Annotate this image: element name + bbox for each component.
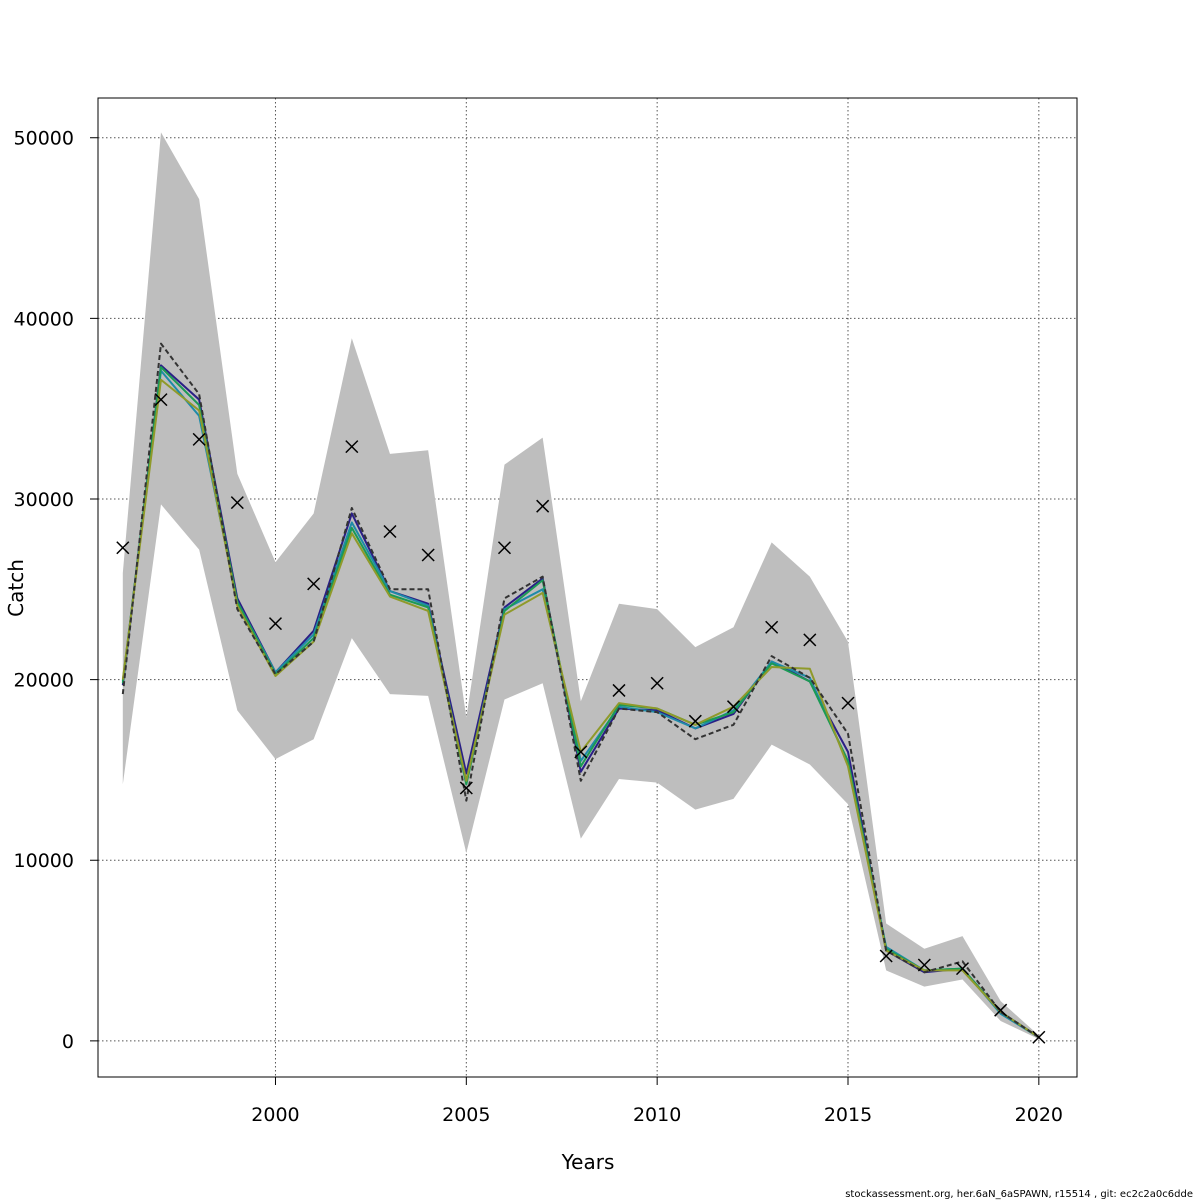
observed-point-2001 (307, 577, 321, 591)
observed-point-2005 (459, 781, 473, 795)
observed-point-2009 (612, 683, 626, 697)
observed-point-2013 (765, 620, 779, 634)
footer-text: stockassessment.org, her.6aN_6aSPAWN, r1… (845, 1189, 1193, 1200)
x-tick-label: 2020 (1015, 1104, 1063, 1126)
observed-point-2012 (726, 700, 741, 714)
y-tick-label: 50000 (14, 128, 74, 150)
plot-frame (97, 97, 1078, 1078)
observed-point-2008 (574, 745, 588, 759)
x-tick-label: 2000 (251, 1104, 299, 1126)
observed-point-2004 (421, 548, 435, 562)
observed-point-1996 (116, 541, 130, 555)
x-tick-label: 2015 (824, 1104, 872, 1126)
observed-point-2007 (536, 499, 550, 513)
y-tick-label: 30000 (14, 489, 74, 511)
confidence-band-area (122, 132, 1039, 1040)
observed-point-2017 (917, 958, 931, 972)
observed-point-2006 (497, 541, 512, 555)
observed-point-1999 (230, 496, 244, 510)
observed-points (116, 393, 1046, 1044)
y-tick-label: 10000 (14, 850, 74, 872)
observed-point-2016 (879, 949, 893, 963)
x-axis: 2000 2005 2010 2015 2020 (251, 1077, 1063, 1126)
y-tick-label: 0 (62, 1031, 74, 1053)
observed-point-2003 (383, 524, 397, 539)
observed-point-2011 (688, 714, 702, 728)
observed-point-2018 (955, 962, 970, 976)
observed-point-2020 (1032, 1030, 1046, 1044)
observed-point-2010 (650, 676, 664, 690)
y-axis: 0 10000 20000 30000 40000 50000 (14, 128, 98, 1053)
observed-point-1997 (154, 393, 168, 407)
confidence-band (122, 132, 1039, 1040)
x-tick-label: 2010 (633, 1104, 681, 1126)
observed-point-2014 (803, 633, 817, 647)
y-axis-title: Catch (4, 559, 28, 617)
x-axis-title: Years (561, 1150, 615, 1174)
series-lines (121, 342, 1040, 1039)
observed-point-2019 (994, 1003, 1008, 1017)
y-tick-label: 20000 (14, 670, 74, 692)
observed-point-1998 (192, 432, 206, 446)
series-line-estimate (121, 342, 1040, 1039)
observed-point-2002 (345, 440, 359, 454)
y-tick-label: 40000 (14, 308, 74, 330)
x-tick-label: 2005 (442, 1104, 490, 1126)
observed-point-2000 (268, 617, 283, 631)
observed-point-2015 (841, 696, 855, 710)
